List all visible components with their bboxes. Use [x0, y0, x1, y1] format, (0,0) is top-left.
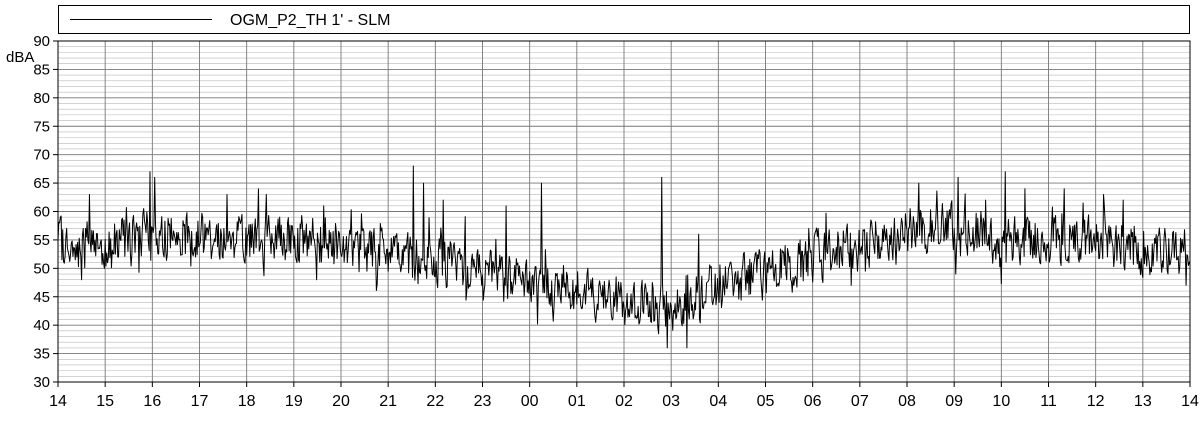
x-tick-label: 11: [1040, 393, 1057, 410]
grid: [58, 41, 1190, 382]
axes: 30 35 40 45 50 55 60 65 70 75 80 85 90 14 15 16 17 18 19 20…: [33, 33, 1199, 410]
y-tick-label: 70: [33, 147, 50, 164]
y-tick-label: 75: [33, 118, 50, 135]
series-line: [57, 165, 1191, 349]
series-layer: [57, 165, 1191, 349]
x-tick-label: 23: [474, 393, 492, 410]
legend-frame: [58, 5, 1190, 34]
x-tick-label: 01: [568, 393, 586, 410]
x-tick-label: 05: [757, 393, 775, 410]
y-tick-label: 35: [33, 346, 50, 363]
y-tick-label: 90: [33, 33, 50, 50]
x-tick-label: 06: [804, 393, 822, 410]
x-tick-label: 13: [1134, 393, 1152, 410]
x-tick-label: 21: [379, 393, 397, 410]
x-tick-label: 04: [709, 393, 727, 410]
y-tick-label: 80: [33, 90, 50, 107]
x-tick-label: 16: [143, 393, 161, 410]
y-tick-label: 85: [33, 61, 50, 78]
x-tick-label: 15: [96, 393, 114, 410]
legend: OGM_P2_TH 1' - SLM: [58, 5, 1190, 34]
y-tick-label: 30: [33, 374, 50, 391]
x-tick-label: 07: [851, 393, 869, 410]
y-tick-label: 60: [33, 204, 50, 221]
y-tick-label: 40: [33, 317, 50, 334]
y-tick-label: 50: [33, 260, 50, 277]
x-tick-label: 00: [521, 393, 539, 410]
x-tick-label: 09: [945, 393, 963, 410]
x-tick-label: 18: [238, 393, 256, 410]
x-tick-label: 19: [285, 393, 303, 410]
y-tick-label: 45: [33, 289, 50, 306]
x-tick-label: 22: [426, 393, 444, 410]
legend-label: OGM_P2_TH 1' - SLM: [230, 12, 390, 29]
y-axis-unit-label: dBA: [6, 49, 34, 66]
y-tick-label: 55: [33, 232, 50, 249]
x-tick-label: 02: [615, 393, 633, 410]
x-tick-label: 14: [1181, 393, 1199, 410]
x-tick-label: 08: [898, 393, 916, 410]
x-tick-label: 10: [992, 393, 1010, 410]
x-tick-label: 12: [1087, 393, 1105, 410]
y-tick-label: 65: [33, 175, 50, 192]
x-tick-label: 14: [49, 393, 67, 410]
x-tick-label: 17: [191, 393, 209, 410]
x-tick-label: 03: [662, 393, 680, 410]
x-tick-label: 20: [332, 393, 350, 410]
